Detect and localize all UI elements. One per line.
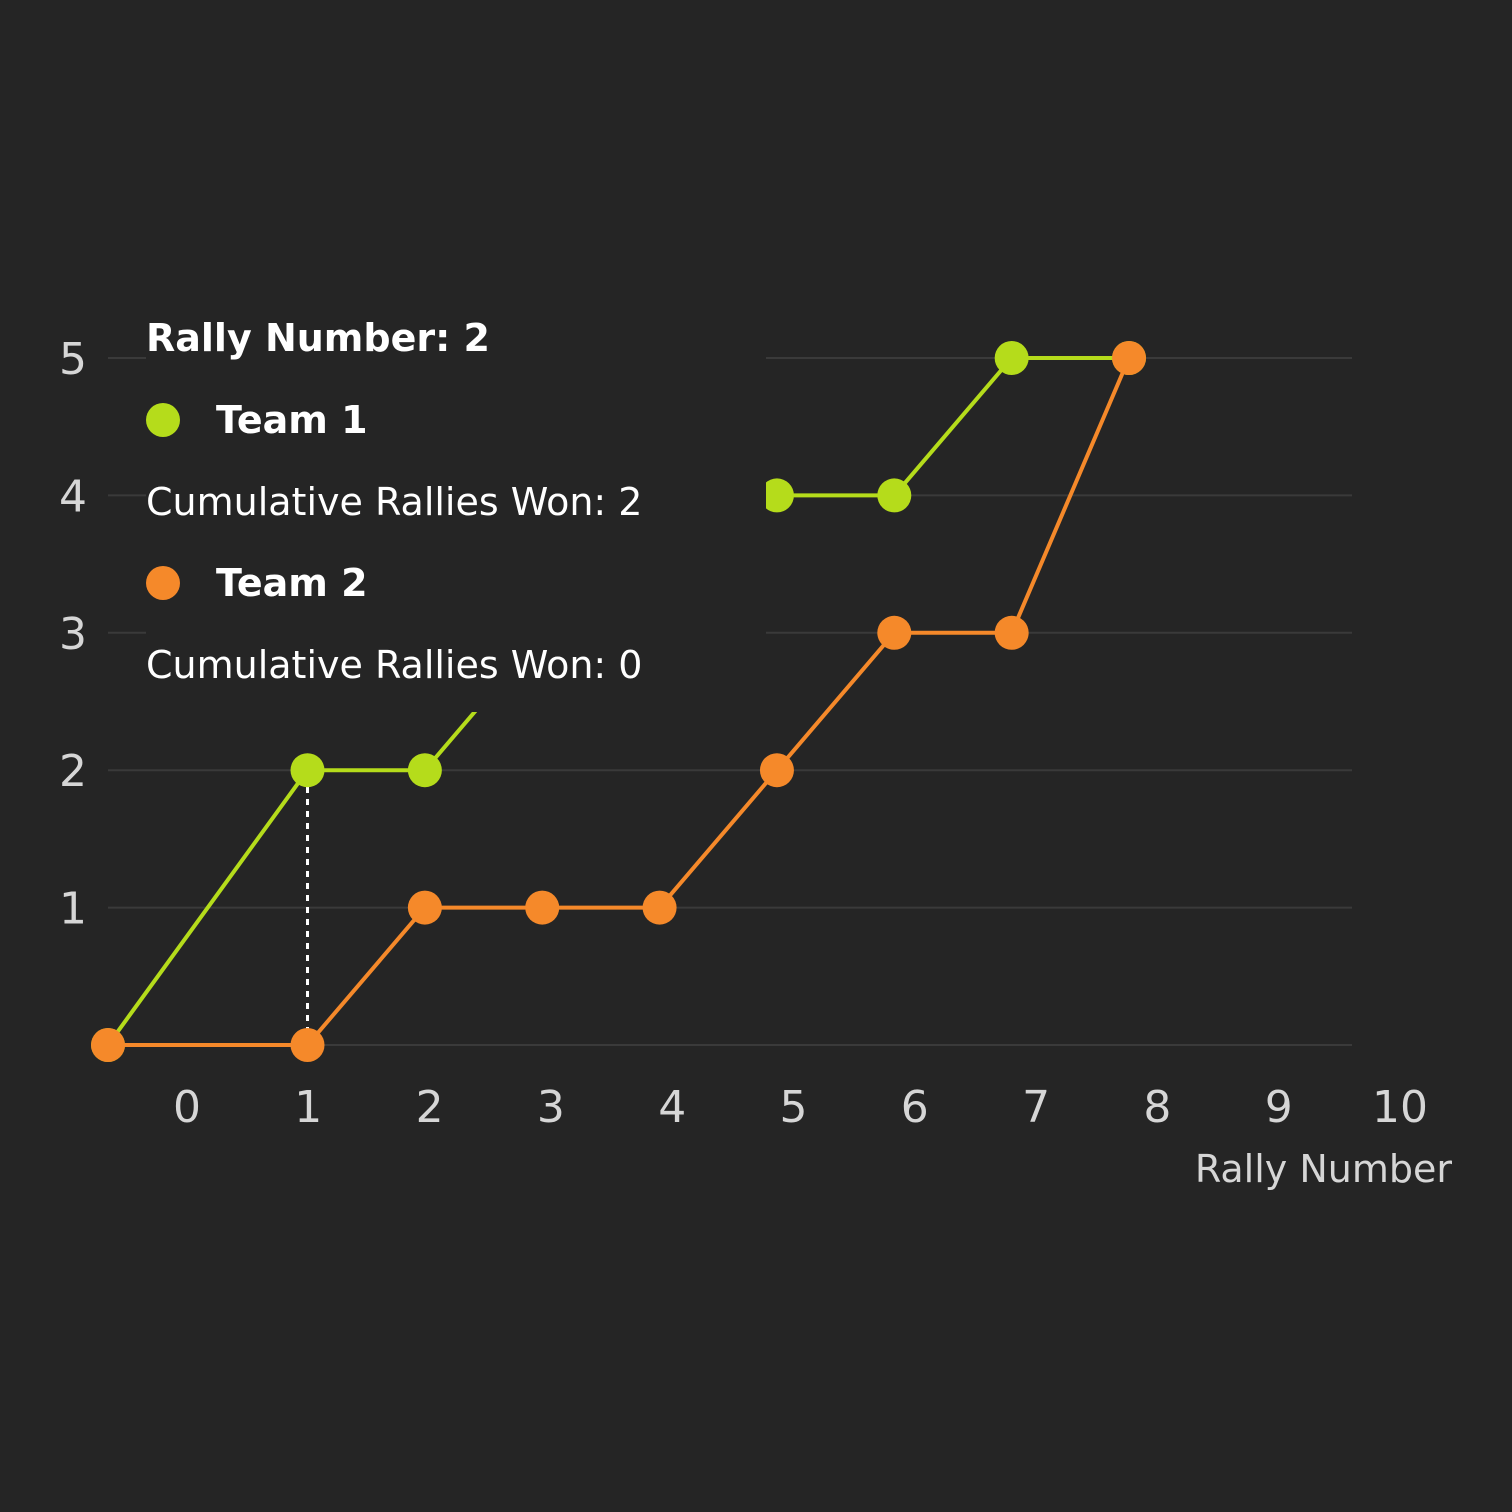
series-team-2	[91, 341, 1147, 1062]
x-tick-label: 0	[173, 1082, 201, 1133]
team-1-point	[759, 478, 794, 513]
x-tick-label: 6	[901, 1082, 929, 1133]
tooltip-series-name: Team 2	[216, 561, 368, 605]
team-2-point	[877, 615, 912, 650]
team-2-point	[290, 1028, 325, 1062]
team-2-point	[994, 615, 1029, 650]
tooltip-title: Rally Number: 2	[146, 316, 490, 360]
team-2-point	[525, 890, 560, 925]
x-tick-label: 8	[1143, 1082, 1171, 1133]
team-1-point	[877, 478, 912, 513]
y-tick-label: 1	[59, 884, 87, 935]
y-axis-tick-labels: 1 2 3 4 5	[59, 334, 87, 935]
y-tick-label: 3	[59, 609, 87, 660]
tooltip-value-team-1: Cumulative Rallies Won: 2	[146, 480, 643, 524]
x-tick-label: 5	[780, 1082, 808, 1133]
x-tick-label: 2	[416, 1082, 444, 1133]
x-tick-label: 4	[658, 1082, 686, 1133]
x-axis-title: Rally Number	[1195, 1147, 1453, 1191]
x-tick-label: 3	[537, 1082, 565, 1133]
x-tick-label: 10	[1372, 1082, 1428, 1133]
tooltip-series-team-1: Team 1	[146, 395, 368, 445]
tooltip-value-team-2: Cumulative Rallies Won: 0	[146, 643, 643, 687]
x-tick-label: 1	[294, 1082, 322, 1133]
y-tick-label: 5	[59, 334, 87, 385]
hover-tooltip: Rally Number: 2 Team 1 Cumulative Rallie…	[146, 312, 766, 712]
team-2-point	[759, 753, 794, 788]
y-tick-label: 4	[59, 471, 87, 522]
tooltip-series-name: Team 1	[216, 398, 368, 442]
team-1-point	[407, 753, 442, 788]
team-1-legend-dot-icon	[146, 403, 180, 437]
x-axis-tick-labels: 0 1 2 3 4 5 6 7 8 9 10	[173, 1082, 1428, 1133]
team-2-point	[91, 1028, 125, 1062]
team-2-point	[642, 890, 677, 925]
team-2-point	[1112, 341, 1147, 375]
team-2-legend-dot-icon	[146, 566, 180, 600]
team-2-point	[407, 890, 442, 925]
tooltip-series-team-2: Team 2	[146, 558, 368, 608]
team-1-point	[994, 341, 1029, 375]
y-tick-label: 2	[59, 746, 87, 797]
team-1-point	[290, 753, 325, 788]
x-tick-label: 9	[1265, 1082, 1293, 1133]
x-tick-label: 7	[1022, 1082, 1050, 1133]
